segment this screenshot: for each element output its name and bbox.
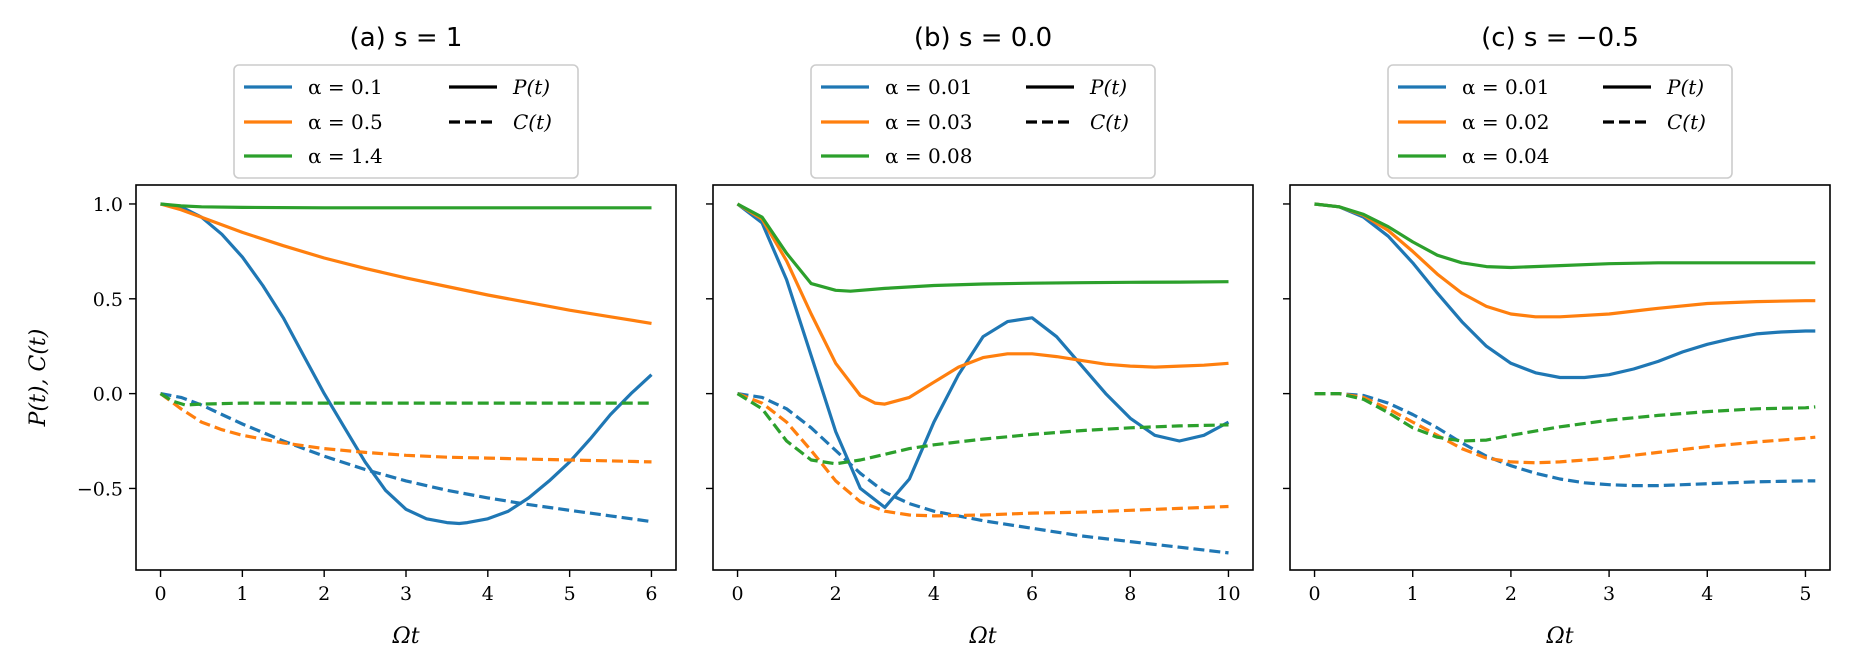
series-line: [737, 392, 1229, 555]
series-line: [736, 392, 1229, 466]
x-tick-label: 2: [1505, 583, 1517, 605]
x-axis-label: Ωt: [968, 624, 996, 649]
legend-label: α = 0.02: [1462, 110, 1550, 134]
series-line: [159, 392, 652, 464]
panel-title: (b) s = 0.0: [914, 23, 1052, 53]
x-axis-label: Ωt: [391, 624, 419, 649]
series-line: [1314, 392, 1816, 488]
series-line: [736, 202, 1229, 293]
x-tick-label: 0: [731, 583, 743, 605]
x-tick-label: 2: [318, 583, 330, 605]
x-tick-label: 8: [1124, 583, 1136, 605]
legend-label: P(t): [512, 75, 550, 99]
x-tick-label: 3: [400, 583, 412, 605]
series-line: [736, 202, 1230, 509]
legend-label: α = 0.03: [885, 110, 973, 134]
x-tick-label: 5: [564, 583, 576, 605]
series-line: [159, 392, 652, 407]
x-tick-label: 1: [236, 583, 248, 605]
series-line: [160, 392, 652, 524]
series-line: [736, 392, 1229, 518]
legend-label: α = 0.08: [885, 144, 973, 168]
x-tick-label: 4: [482, 583, 494, 605]
legend-label: C(t): [1667, 110, 1706, 134]
x-tick-label: 6: [1026, 583, 1038, 605]
legend: α = 0.01 α = 0.02 α = 0.04 P(t) C(t): [1387, 64, 1733, 179]
legend-label: α = 0.1: [308, 75, 383, 99]
legend-label: α = 0.04: [1462, 144, 1550, 168]
legend-label: P(t): [1666, 75, 1704, 99]
legend-label: P(t): [1089, 75, 1127, 99]
y-tick-label: 0.5: [93, 289, 123, 311]
panel-title: (c) s = −0.5: [1481, 23, 1639, 53]
legend: α = 0.01 α = 0.03 α = 0.08 P(t) C(t): [810, 64, 1156, 179]
y-tick-label: −0.5: [77, 478, 123, 500]
x-tick-label: 4: [928, 583, 940, 605]
panel-1: (a) s = 1 0 1 2 3 4 5 6 −0.5 0.0 0.5 1.0 Ωt P(t), C(t…: [26, 23, 677, 649]
y-axis-label: P(t), C(t): [26, 329, 51, 428]
legend-box: [810, 64, 1156, 179]
series-line: [1314, 202, 1816, 270]
axes-frame: [712, 184, 1254, 571]
y-tick-label: 1.0: [93, 194, 123, 216]
series-group: [1314, 202, 1816, 488]
legend-label: C(t): [1090, 110, 1129, 134]
series-line: [160, 202, 652, 210]
legend-box: [233, 64, 579, 179]
x-tick-label: 1: [1407, 583, 1419, 605]
axes-frame: [1289, 184, 1831, 571]
series-line: [1314, 202, 1816, 319]
series-line: [1314, 392, 1816, 465]
x-tick-label: 5: [1799, 583, 1811, 605]
legend-label: α = 1.4: [308, 144, 383, 168]
panel-title: (a) s = 1: [350, 23, 463, 53]
legend-label: α = 0.01: [885, 75, 973, 99]
legend-label: α = 0.5: [308, 110, 383, 134]
legend: α = 0.1 α = 0.5 α = 1.4 P(t) C(t): [233, 64, 579, 179]
x-tick-label: 3: [1603, 583, 1615, 605]
series-line: [736, 202, 1229, 406]
series-group: [159, 202, 653, 526]
x-tick-label: 0: [1308, 583, 1320, 605]
series-line: [1314, 202, 1816, 380]
legend-label: C(t): [513, 110, 552, 134]
series-line: [1314, 392, 1816, 443]
x-tick-label: 2: [830, 583, 842, 605]
x-tick-label: 4: [1701, 583, 1713, 605]
x-tick-label: 0: [154, 583, 166, 605]
legend-box: [1387, 64, 1733, 179]
x-tick-label: 10: [1216, 583, 1240, 605]
x-tick-label: 6: [645, 583, 657, 605]
y-tick-label: 0.0: [93, 384, 123, 406]
legend-label: α = 0.01: [1462, 75, 1550, 99]
series-line: [160, 202, 652, 325]
series-group: [736, 202, 1230, 555]
series-line: [160, 202, 653, 526]
x-axis-label: Ωt: [1545, 624, 1573, 649]
